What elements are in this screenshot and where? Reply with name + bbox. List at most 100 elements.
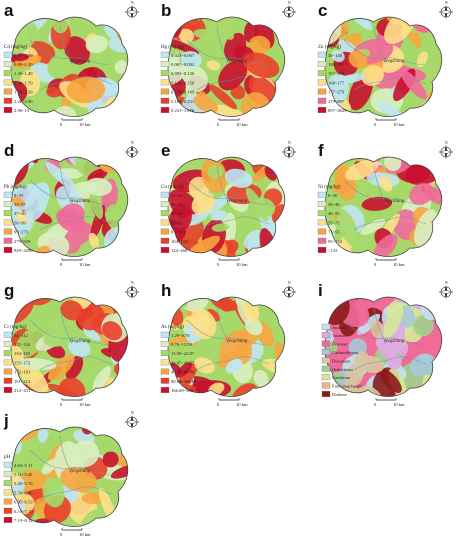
legend-label: 6~30 [328, 193, 338, 198]
north-label: N [288, 280, 291, 285]
panel-f: f Hegzhang N Ni (mg/kg) 6~30 30~46 46~55 55~71 7… [317, 140, 454, 267]
legend-label: 2.90~13 [14, 108, 30, 113]
legend-swatch [160, 107, 170, 113]
panel-i: i Hegzhang N Jurassic Triassic Permian Carboni… [318, 280, 454, 407]
legend-label: 124~268 [171, 248, 188, 253]
legend-label: 5.11~5.45 [14, 472, 33, 477]
legend-label: 160~177 [328, 80, 345, 85]
legend-swatch [317, 107, 327, 113]
legend-label: 897~4629 [328, 108, 347, 113]
legend-label: 1.30~1.40 [14, 71, 33, 76]
legend-label: >133 [328, 248, 338, 253]
legend-swatch [321, 357, 331, 364]
legend-label: 104~124 [171, 239, 188, 244]
north-arrow-icon: N [438, 140, 454, 159]
legend-label: 177~279 [328, 90, 345, 95]
scale-unit: 10 km [79, 532, 91, 537]
scale-zero: 0 [374, 122, 377, 127]
map-boundary [167, 156, 286, 257]
legend-label: 54~112 [14, 333, 29, 338]
scale-unit: 10 km [236, 122, 248, 127]
legend-swatch [160, 377, 170, 384]
legend-label: 0.023~0.067 [171, 53, 195, 58]
legend-label: 9.70~13.59 [171, 342, 193, 347]
legend-label: Diabase [332, 392, 347, 397]
panel-c: c Hegzhang N Zn (mg/kg) 38~140 140~157 157~160… [317, 0, 454, 127]
map-boundary [167, 16, 286, 117]
map-boundary [10, 16, 129, 117]
scale-bar: 0 10 km [60, 118, 91, 127]
legend-label: 279~929 [14, 239, 31, 244]
north-arrow-icon: N [438, 0, 454, 19]
legend-swatch [160, 210, 170, 217]
legend: pH4.63~5.11 5.11~5.45 5.45~5.76 5.76~6.05 6.… [3, 455, 33, 523]
legend: Ni (mg/kg) 6~30 30~46 46~55 55~71 71~95 95~133… [317, 185, 343, 253]
scale-bar: 0 10 km [374, 118, 405, 127]
legend-swatch [160, 51, 170, 58]
legend-label: 1.70~2.20 [14, 90, 33, 95]
legend-swatch [317, 70, 327, 77]
legend-swatch [321, 323, 331, 330]
legend-label: 0.189~0.231 [171, 99, 195, 104]
legend-swatch [3, 219, 13, 226]
legend-swatch [3, 387, 13, 393]
legend-swatch [160, 331, 170, 338]
legend: Cd (mg/kg) 0.05~0.09 0.09~1.30 1.30~1.40 1.4… [3, 45, 33, 113]
legend-swatch [3, 210, 13, 217]
legend-label: 0.05~0.09 [14, 53, 33, 58]
place-label: Hegzhang [383, 199, 405, 204]
map-region [168, 157, 285, 257]
north-label: N [288, 140, 291, 145]
legend-swatch [3, 471, 13, 477]
scale-bar: 0 10 km [60, 398, 91, 407]
north-label: N [445, 140, 448, 145]
legend-swatch [160, 359, 170, 366]
scale-bar: 0 10 km [60, 528, 91, 537]
legend-label: 13.59~22.07 [171, 351, 195, 356]
legend-label: 172~191 [14, 370, 31, 375]
north-arrow-icon: N [124, 280, 140, 299]
map-boundary [10, 156, 129, 257]
legend-label: 1.40~1.70 [14, 80, 33, 85]
legend-label: 55~71 [328, 220, 340, 225]
legend-swatch [321, 391, 331, 397]
map-boundary [324, 16, 443, 117]
legend-label: 0.067~0.092 [171, 62, 195, 67]
legend-label: 80.84~166.69 [171, 379, 197, 384]
legend-label: 0.120~0.150 [171, 80, 195, 85]
panel-letter: d [4, 141, 14, 160]
legend-swatch [317, 191, 327, 198]
legend-label: 155~172 [14, 360, 31, 365]
scale-unit: 10 km [393, 262, 405, 267]
panel-letter: c [318, 1, 327, 20]
legend: Jurassic Triassic Permian Carboniferous Devo… [321, 323, 363, 397]
legend-label: 38~140 [328, 53, 343, 58]
legend-swatch [3, 79, 13, 86]
place-label: Hegzhang [226, 59, 248, 64]
panel-letter: i [318, 281, 323, 300]
legend-swatch [317, 219, 327, 226]
legend-swatch [3, 498, 13, 505]
map-region [11, 17, 128, 117]
scale-zero: 0 [217, 122, 220, 127]
legend-label: 157~160 [328, 71, 345, 76]
legend-label: Permian [332, 342, 348, 347]
legend-label: 0.231~1.676 [171, 108, 195, 113]
legend-swatch [3, 461, 13, 468]
legend-label: 71~95 [328, 230, 340, 235]
legend-label: Triassic [332, 333, 346, 338]
legend-label: 49~63 [171, 211, 183, 216]
legend-swatch [160, 341, 170, 347]
panel-a: a Hegzhang N Cd (mg/kg) 0.05~0.09 0.09~1.30 1.… [3, 0, 140, 127]
scale-bar: 0 10 km [374, 398, 405, 407]
legend-swatch [3, 489, 13, 496]
map-region [325, 157, 442, 257]
north-arrow-icon: N [124, 410, 140, 429]
legend-label: 191~212 [14, 379, 31, 384]
legend-swatch [321, 340, 331, 347]
legend-swatch [3, 51, 13, 58]
legend-swatch [3, 97, 13, 104]
legend-swatch [3, 517, 13, 523]
legend-swatch [317, 61, 327, 67]
legend-swatch [160, 247, 170, 253]
